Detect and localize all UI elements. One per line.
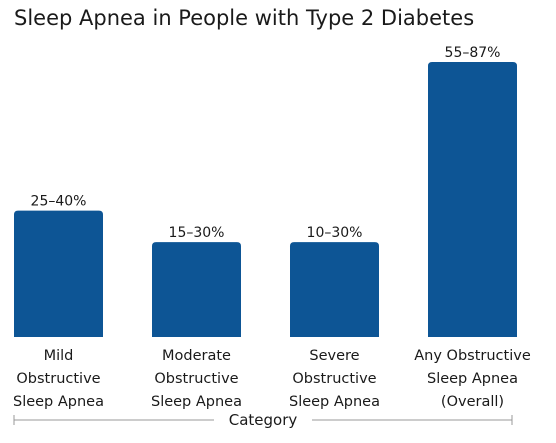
x-axis-title: Category [229, 411, 298, 429]
value-label-3: 10–30% [307, 225, 363, 241]
bar-1 [14, 210, 103, 337]
category-label-line: Severe [309, 348, 359, 364]
category-labels-group: Mild Obstructive Sleep Apnea Moderate Obstru… [13, 348, 531, 410]
category-label-line: (Overall) [441, 394, 504, 410]
bars-group [14, 62, 517, 337]
value-label-4: 55–87% [445, 45, 501, 61]
category-label-line: Moderate [162, 348, 231, 364]
category-label-line: Sleep Apnea [289, 394, 380, 410]
bar-4 [428, 62, 517, 337]
category-label-line: Obstructive [154, 371, 238, 387]
category-label-1: Mild Obstructive Sleep Apnea [13, 348, 104, 410]
category-label-3: Severe Obstructive Sleep Apnea [289, 348, 380, 410]
category-label-line: Obstructive [16, 371, 100, 387]
category-label-line: Any Obstructive [414, 348, 531, 364]
value-label-1: 25–40% [31, 194, 87, 210]
category-label-line: Sleep Apnea [427, 371, 518, 387]
value-label-2: 15–30% [169, 225, 225, 241]
category-label-4: Any Obstructive Sleep Apnea (Overall) [414, 348, 531, 410]
category-label-line: Sleep Apnea [151, 394, 242, 410]
bar-3 [290, 242, 379, 337]
chart-title: Sleep Apnea in People with Type 2 Diabet… [14, 6, 474, 30]
value-labels-group: 25–40% 15–30% 10–30% 55–87% [31, 45, 501, 241]
category-label-line: Mild [44, 348, 74, 364]
bar-2 [152, 242, 241, 337]
category-label-line: Sleep Apnea [13, 394, 104, 410]
category-label-line: Obstructive [292, 371, 376, 387]
category-label-2: Moderate Obstructive Sleep Apnea [151, 348, 242, 410]
